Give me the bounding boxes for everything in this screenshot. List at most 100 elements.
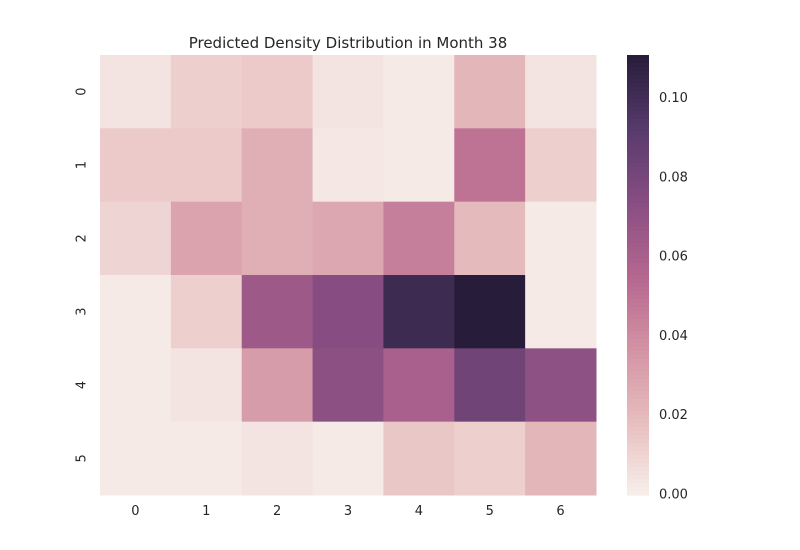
colorbar-segment (627, 427, 649, 432)
colorbar-segment (627, 263, 649, 268)
y-tick-label: 1 (75, 161, 90, 169)
heatmap-cell-r5-c3 (312, 421, 384, 496)
colorbar-segment (627, 167, 649, 172)
colorbar-segment (627, 195, 649, 200)
colorbar-segment (627, 375, 649, 380)
colorbar-segment (627, 403, 649, 408)
heatmap-cell-r4-c4 (383, 348, 455, 423)
colorbar-segment (627, 331, 649, 336)
colorbar-segment (627, 87, 649, 92)
colorbar-segment (627, 171, 649, 176)
colorbar-segment (627, 55, 649, 60)
colorbar-segment (627, 99, 649, 104)
heatmap-cell-r1-c0 (100, 128, 172, 203)
colorbar-segment (627, 275, 649, 280)
heatmap-cell-r0-c2 (241, 55, 314, 129)
heatmap-cell-r2-c5 (454, 201, 526, 276)
colorbar-tick-label: 0.06 (659, 250, 688, 265)
heatmap-cell-r1-c1 (170, 128, 243, 203)
heatmap-cell-r5-c1 (170, 421, 243, 496)
heatmap-cell-r0-c3 (312, 55, 384, 129)
colorbar-segment (627, 483, 649, 488)
colorbar-segment (627, 215, 649, 220)
colorbar-segment (627, 351, 649, 356)
heatmap-cell-r5-c4 (383, 421, 455, 496)
colorbar-segment (627, 103, 649, 108)
colorbar-segment (627, 247, 649, 252)
x-tick-label: 3 (344, 504, 352, 519)
colorbar-segment (627, 423, 649, 428)
colorbar-segment (627, 435, 649, 440)
colorbar-tick-label: 0.04 (659, 329, 688, 344)
colorbar-segment (627, 211, 649, 216)
x-tick-label: 0 (131, 504, 139, 519)
colorbar-segment (627, 115, 649, 120)
colorbar-segment (627, 75, 649, 80)
colorbar-segment (627, 95, 649, 100)
colorbar-segment (627, 391, 649, 396)
heatmap-cell-r2-c2 (241, 201, 314, 276)
colorbar-segment (627, 235, 649, 240)
colorbar-segment (627, 175, 649, 180)
colorbar-segment (627, 123, 649, 128)
colorbar-segment (627, 387, 649, 392)
colorbar-segment (627, 467, 649, 472)
colorbar-segment (627, 475, 649, 480)
colorbar-segment (627, 131, 649, 136)
colorbar-segment (627, 271, 649, 276)
colorbar-segment (627, 191, 649, 196)
heatmap-cell-r0-c5 (454, 55, 526, 129)
colorbar-segment (627, 291, 649, 296)
x-tick-label: 6 (556, 504, 564, 519)
colorbar-segment (627, 207, 649, 212)
colorbar-segment (627, 459, 649, 464)
colorbar-segment (627, 347, 649, 352)
colorbar-segment (627, 251, 649, 256)
colorbar-segment (627, 111, 649, 116)
heatmap-cell-r3-c3 (312, 275, 384, 349)
colorbar-segment (627, 283, 649, 288)
colorbar-segment (627, 63, 649, 68)
colorbar-segment (627, 379, 649, 384)
colorbar-segment (627, 187, 649, 192)
heatmap-cell-r5-c5 (454, 421, 526, 496)
colorbar-segment (627, 223, 649, 228)
heatmap-cell-r1-c5 (454, 128, 526, 203)
heatmap-cell-r4-c0 (100, 348, 172, 423)
colorbar-segment (627, 267, 649, 272)
colorbar-segment (627, 239, 649, 244)
heatmap-cell-r4-c3 (312, 348, 384, 423)
colorbar-segment (627, 431, 649, 436)
colorbar-segment (627, 119, 649, 124)
heatmap-cell-r3-c5 (454, 275, 526, 349)
colorbar-segment (627, 367, 649, 372)
heatmap-cell-r2-c1 (170, 201, 243, 276)
y-tick-label: 5 (75, 454, 90, 462)
colorbar-segment (627, 335, 649, 340)
colorbar-segment (627, 363, 649, 368)
colorbar-segment (627, 279, 649, 284)
colorbar-segment (627, 299, 649, 304)
y-tick-label: 3 (75, 308, 90, 316)
x-tick-label: 1 (202, 504, 210, 519)
heatmap-cell-r3-c2 (241, 275, 314, 349)
colorbar-segment (627, 295, 649, 300)
heatmap-cell-r5-c0 (100, 421, 172, 496)
heatmap-cell-r2-c0 (100, 201, 172, 276)
heatmap-cell-r5-c6 (525, 421, 597, 496)
colorbar-segment (627, 383, 649, 388)
heatmap-cell-r0-c1 (170, 55, 243, 129)
colorbar-segment (627, 339, 649, 344)
colorbar-segment (627, 463, 649, 468)
colorbar-tick-label: 0.10 (659, 91, 688, 106)
colorbar-segment (627, 139, 649, 144)
x-axis-ticks: 0 1 2 3 4 5 6 (131, 504, 564, 519)
colorbar-segment (627, 487, 649, 492)
colorbar-segment (627, 83, 649, 88)
heatmap-cell-r4-c5 (454, 348, 526, 423)
y-tick-label: 2 (75, 234, 90, 242)
heatmap-cell-r3-c1 (170, 275, 243, 349)
colorbar-segment (627, 91, 649, 96)
colorbar: 0.00 0.02 0.04 0.06 0.08 0.10 (627, 55, 688, 503)
colorbar-segment (627, 355, 649, 360)
